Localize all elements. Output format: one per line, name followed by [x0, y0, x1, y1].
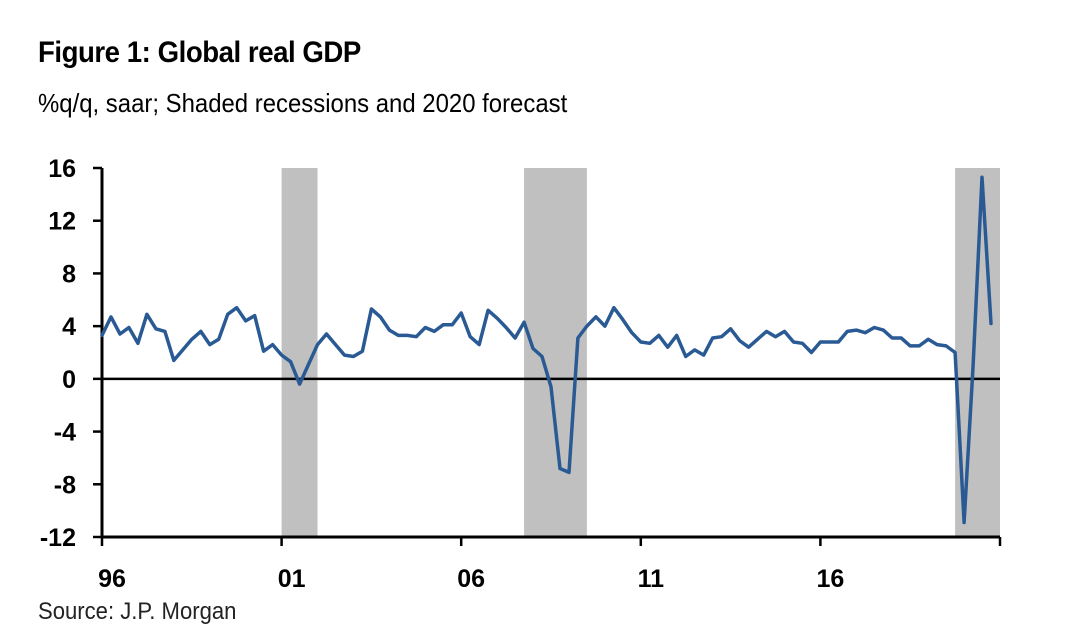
y-tick-label: 4: [62, 313, 76, 341]
y-tick-label: -8: [54, 471, 76, 499]
tick-labels: 16 12 8 4 0 -4 -8 -12 96 01 06 11 16: [40, 155, 844, 593]
y-tick-label: -12: [40, 524, 76, 552]
x-tick-label: 16: [816, 565, 844, 593]
source-note: Source: J.P. Morgan: [38, 598, 237, 625]
series-group: [100, 175, 993, 525]
y-tick-label: 16: [48, 155, 76, 183]
x-tick-label: 06: [457, 565, 485, 593]
x-tick-label: 01: [278, 565, 306, 593]
recession-band: [281, 168, 318, 537]
x-tick-label: 96: [98, 565, 126, 593]
x-tick-label: 11: [638, 565, 665, 593]
chart-subtitle: %q/q, saar; Shaded recessions and 2020 f…: [38, 88, 568, 118]
recession-bands: [281, 168, 1000, 537]
y-tick-label: 8: [62, 260, 76, 288]
chart-title: Figure 1: Global real GDP: [38, 36, 361, 69]
series-line-global-gdp: [100, 175, 993, 525]
y-tick-label: 0: [62, 366, 76, 394]
y-tick-label: 12: [48, 208, 76, 236]
y-tick-label: -4: [54, 419, 76, 447]
axes: [93, 166, 1002, 546]
